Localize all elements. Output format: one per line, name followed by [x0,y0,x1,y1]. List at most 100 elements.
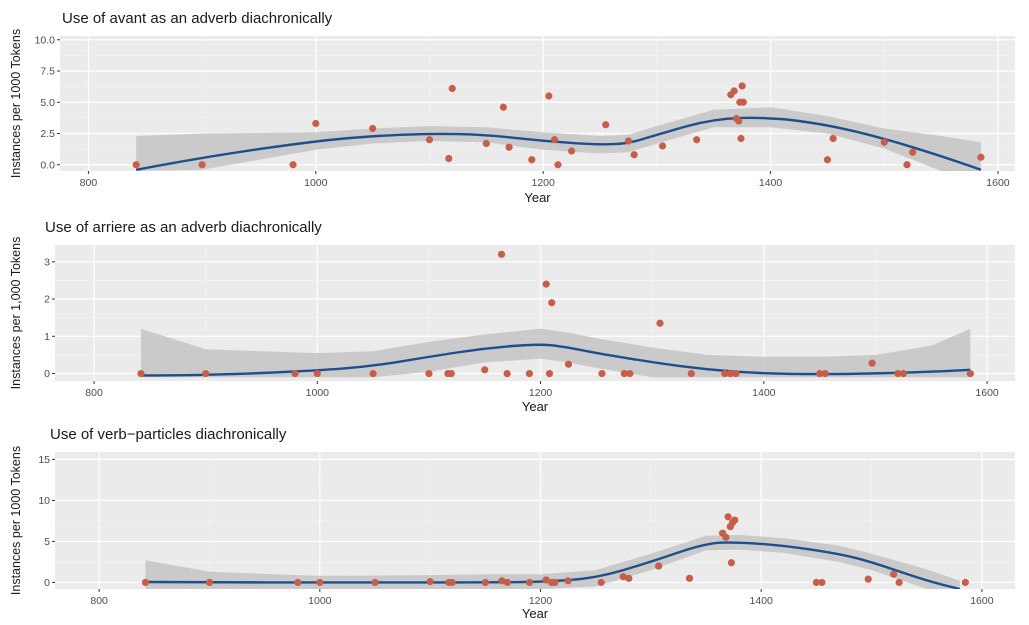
data-point [312,119,320,128]
data-point [481,366,489,374]
data-point [551,578,559,587]
data-point [132,161,140,169]
y-tick-label: 5 [44,536,50,548]
x-tick-label: 1400 [759,177,783,189]
data-point [542,280,550,288]
x-tick-label: 1000 [306,387,330,399]
data-point [903,161,911,169]
data-point [961,578,969,587]
data-point [890,570,898,578]
data-point [369,369,377,378]
data-point [481,578,489,587]
data-point [823,156,832,164]
data-point [739,98,747,106]
data-point [497,250,506,258]
data-point [864,575,872,583]
data-point [731,516,739,524]
data-point [685,574,694,582]
data-point [202,369,210,378]
data-point [545,92,553,100]
y-tick-label: 7.5 [40,66,55,78]
x-tick-label: 1200 [529,595,553,607]
data-point [624,137,633,145]
data-point [316,578,324,587]
data-point [735,117,743,125]
x-axis-label: Year [522,399,549,414]
data-point [620,369,628,378]
smooth-trend-line [135,116,982,171]
data-point [554,161,562,169]
y-tick-label: 1 [44,331,50,343]
data-point [625,574,633,582]
data-point [528,156,536,164]
x-tick-label: 1600 [986,177,1010,189]
data-point [448,578,456,587]
data-point [816,369,824,378]
data-point [868,359,876,367]
data-point [205,578,214,587]
y-tick-label: 3 [44,256,50,268]
x-tick-label: 800 [80,177,98,189]
x-tick-label: 1400 [750,595,774,607]
x-tick-label: 800 [90,595,108,607]
data-point [899,369,907,378]
data-point [525,578,534,587]
data-point [732,369,740,378]
data-point [498,577,506,585]
data-point [542,576,550,584]
panel-background [55,452,1015,589]
chart-panel-1: 800 1000 1200 1400 1600 0.0 2.5 5.0 7.5 10.0 Use o… [9,10,1015,205]
smooth-trend-line [140,343,971,377]
data-point [503,578,512,587]
data-point [568,147,576,155]
data-point [894,369,902,378]
data-point [727,559,736,567]
y-axis-label: Instances per 1,000 Tokens [9,237,23,390]
data-point [656,319,664,327]
smooth-trend-line [145,541,961,589]
y-tick-label: 0.0 [40,159,55,171]
data-point [525,369,534,378]
y-tick-label: 0 [44,577,50,589]
data-point [447,369,455,378]
y-tick-label: 5.0 [40,97,55,109]
confidence-band [145,534,960,589]
data-point [425,136,434,144]
data-point [738,82,746,90]
y-tick-label: 10.0 [35,34,56,46]
confidence-band [141,328,971,378]
data-point [548,299,556,307]
data-point [503,369,511,378]
data-point [730,87,738,95]
data-point [294,578,302,587]
data-point [966,369,974,378]
chart-panel-2: 800 1000 1200 1400 1600 0 1 2 3 Use of arriere as… [9,219,1015,414]
data-point [564,360,573,368]
x-tick-label: 1600 [975,387,999,399]
y-tick-label: 15 [38,454,50,466]
data-point [909,148,917,156]
data-point [499,103,507,111]
data-point [448,84,456,93]
data-point [505,143,513,151]
x-axis-label: Year [522,606,549,620]
x-tick-label: 800 [85,387,103,399]
data-point [482,139,490,148]
y-axis-label: Instances per 1000 Tokens [9,446,23,595]
data-point [550,136,559,144]
data-point [724,513,732,521]
x-tick-label: 1400 [752,387,776,399]
y-tick-label: 10 [38,495,50,507]
confidence-band [136,107,981,171]
data-point [630,151,638,159]
y-tick-label: 0 [44,368,50,380]
data-point [137,369,145,378]
data-point [445,154,453,163]
data-point [619,573,627,581]
x-axis-label: Year [524,190,551,205]
data-point [693,136,701,144]
data-point [313,369,321,378]
data-point [141,578,150,587]
